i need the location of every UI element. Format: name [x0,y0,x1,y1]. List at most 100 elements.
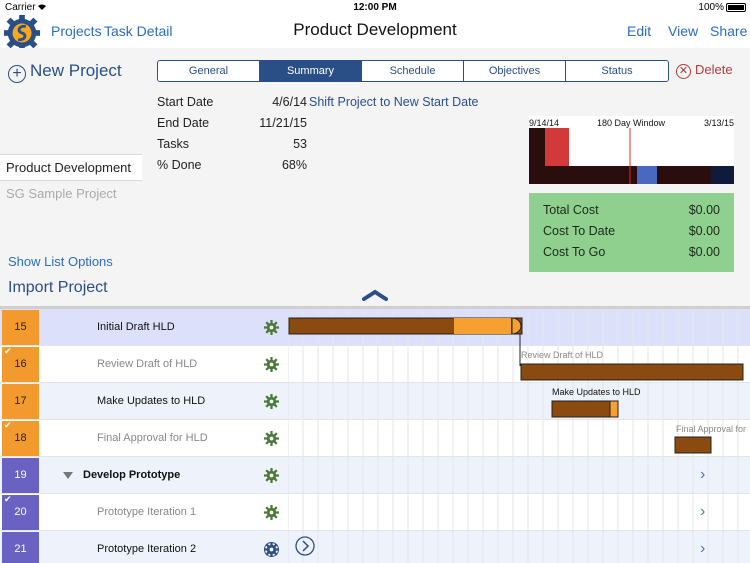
table-row[interactable]: 17 Make Updates to HLD [0,383,750,420]
tab-status[interactable]: Status [566,61,668,81]
tab-objectives[interactable]: Objectives [464,61,566,81]
cost-to-date-value: $0.00 [688,224,720,238]
new-project-button[interactable]: + New Project [8,61,122,83]
end-date-row: End Date 11/21/15 [157,116,307,137]
task-number: 21 [2,532,39,563]
gear-icon[interactable] [264,505,279,520]
task-bar-17 [551,400,611,418]
disclosure-triangle-icon[interactable] [63,472,73,479]
app-logo-icon [3,14,41,52]
checkmark-icon: ✔ [4,420,12,430]
total-cost-value: $0.00 [688,203,720,217]
shift-project-link[interactable]: Shift Project to New Start Date [309,95,479,109]
chevron-right-icon[interactable]: › [700,540,706,557]
task-name[interactable]: Prototype Iteration 1 [97,506,197,518]
scroll-to-bar-icon [295,536,315,556]
summary-info: Start Date 4/6/14 End Date 11/21/15 Task… [157,95,307,179]
window-title-label: 180 Day Window [597,118,666,128]
tab-schedule[interactable]: Schedule [362,61,464,81]
end-date-value: 11/21/15 [259,116,307,130]
delete-label: Delete [695,62,733,77]
task-number-label: 19 [14,469,27,481]
page-title: Product Development [293,20,457,39]
view-button[interactable]: View [668,23,699,39]
gear-icon[interactable] [264,394,279,409]
start-date-value: 4/6/14 [272,95,307,109]
task-bar-label-18: Final Approval for [676,424,746,434]
window-bar-navy [711,166,734,184]
task-name[interactable]: Develop Prototype [83,469,181,481]
nav-bar: Projects Task Detail Product Development… [0,16,750,48]
projects-back-link[interactable]: Projects [51,23,102,39]
wifi-icon [38,4,46,10]
window-bar-blue [637,166,657,184]
table-row[interactable]: 18 ✔ Final Approval for HLD [0,420,750,457]
tasks-label: Tasks [157,137,189,151]
battery-icon [726,3,746,12]
window-bar-white-right [659,128,734,166]
task-number: 17 [2,384,39,419]
task-name[interactable]: Initial Draft HLD [97,321,175,333]
cost-to-date-label: Cost To Date [543,224,616,238]
gear-icon[interactable] [264,431,279,446]
cost-to-go-label: Cost To Go [543,245,606,259]
delete-button[interactable]: ✕ Delete [676,62,733,79]
share-button[interactable]: Share [710,23,748,39]
task-name[interactable]: Review Draft of HLD [97,358,198,370]
carrier-label: Carrier [5,2,36,13]
gantt-divider [0,306,750,309]
tasks-row: Tasks 53 [157,137,307,158]
gear-icon[interactable] [264,357,279,372]
task-name[interactable]: Prototype Iteration 2 [97,543,197,555]
project-item-sg-sample[interactable]: SG Sample Project [0,180,142,206]
table-row[interactable]: 21 Prototype Iteration 2 › [0,531,750,563]
cost-summary: Total Cost $0.00 Cost To Date $0.00 Cost… [529,193,734,272]
edit-button[interactable]: Edit [627,23,652,39]
table-row[interactable]: 19 Develop Prototype › [0,457,750,494]
task-number: 18 ✔ [2,420,39,456]
window-bar-red [545,128,569,166]
chevron-right-icon[interactable]: › [700,503,706,520]
task-number: 16 ✔ [2,346,39,382]
day-window-chart: 9/14/14 180 Day Window 3/13/15 [529,116,734,184]
window-end-label: 3/13/15 [704,118,734,128]
gantt-timeline: Review Draft of HLD Make Updates to HLD Fi… [288,309,746,563]
task-bar-15-end [511,317,522,335]
task-number-label: 16 [14,358,27,370]
gear-icon[interactable] [264,468,279,483]
task-number-label: 21 [14,543,27,555]
cost-to-go-row: Cost To Go $0.00 [529,245,734,266]
project-list: Product Development SG Sample Project [0,154,142,206]
new-project-label: New Project [30,61,122,80]
tab-general[interactable]: General [158,61,260,81]
task-number: 19 [2,458,39,493]
status-bar: Carrier 12:00 PM 100% [0,0,750,16]
close-circle-icon: ✕ [676,64,691,79]
task-number: 15 [2,310,39,345]
import-project-button[interactable]: Import Project [8,279,108,296]
show-list-options-link[interactable]: Show List Options [8,254,113,269]
project-item-product-development[interactable]: Product Development [0,154,142,180]
start-date-label: Start Date [157,95,214,109]
status-time: 12:00 PM [353,2,397,13]
gear-icon[interactable] [264,320,279,335]
task-bar-17-remaining [609,400,619,418]
detail-tabs: General Summary Schedule Objectives Stat… [157,60,669,82]
checkmark-icon: ✔ [4,346,12,356]
task-name[interactable]: Make Updates to HLD [97,395,206,407]
task-detail-link[interactable]: Task Detail [104,23,173,39]
battery-percent: 100% [698,2,724,13]
task-number-label: 18 [14,432,27,444]
checkmark-icon: ✔ [4,494,12,504]
collapse-chevron-icon[interactable] [362,289,388,301]
gear-icon[interactable] [264,542,279,557]
table-row[interactable]: 20 ✔ Prototype Iteration 1 › [0,494,750,531]
task-bar-label-16: Review Draft of HLD [521,350,604,360]
total-cost-row: Total Cost $0.00 [529,203,734,224]
percent-done-row: % Done 68% [157,158,307,179]
total-cost-label: Total Cost [543,203,599,217]
chevron-right-icon[interactable]: › [700,466,706,483]
tab-summary[interactable]: Summary [260,61,362,81]
task-number: 20 ✔ [2,494,39,530]
task-name[interactable]: Final Approval for HLD [97,432,208,444]
